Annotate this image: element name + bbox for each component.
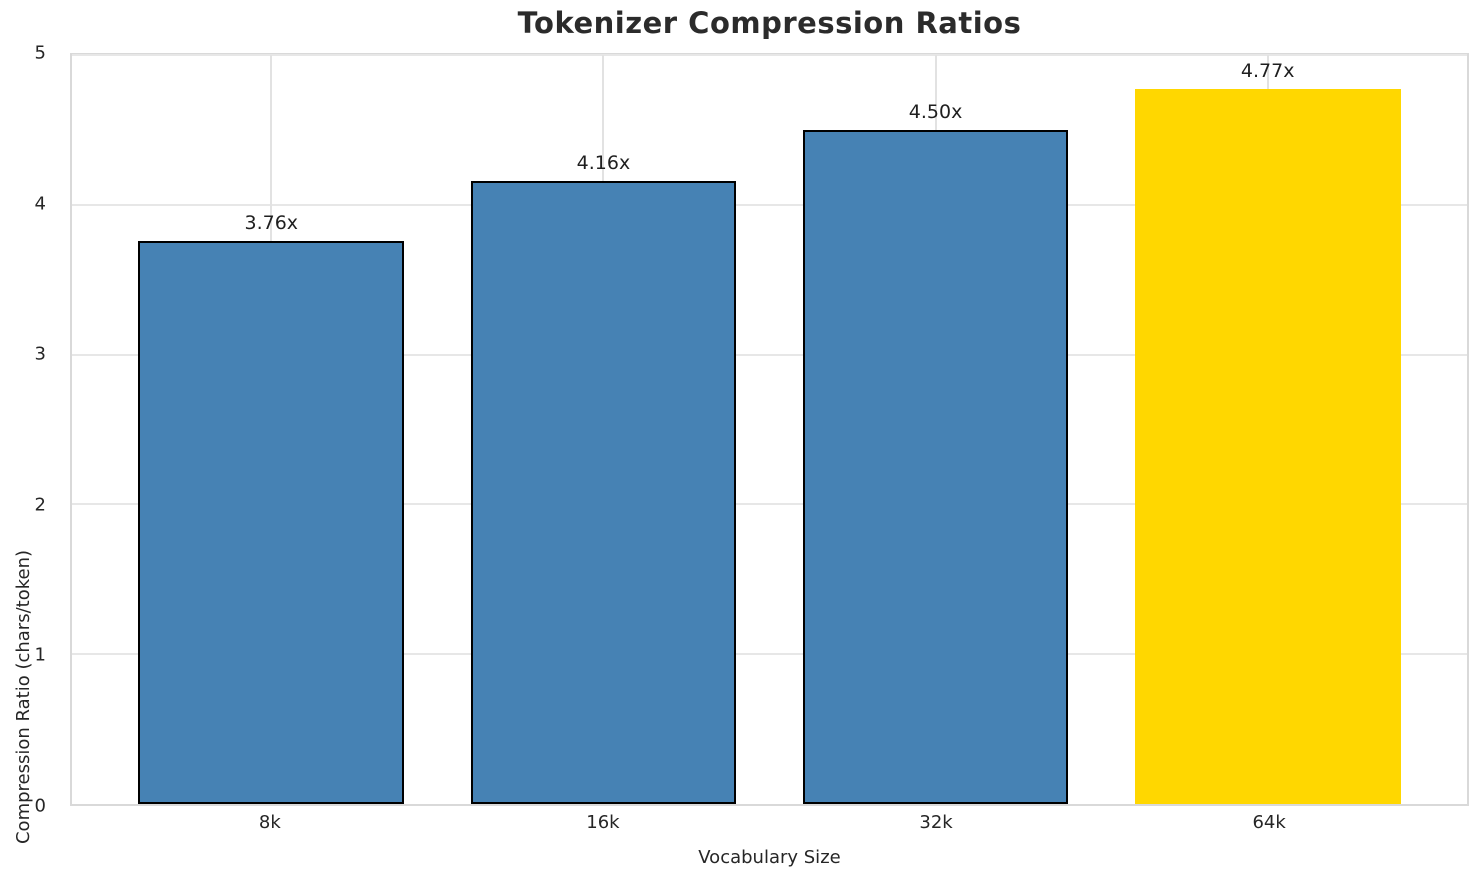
y-tick-label: 5 — [34, 42, 46, 64]
bar-64k — [1134, 89, 1401, 804]
bar-32k — [802, 129, 1069, 804]
y-tick-label: 4 — [34, 193, 46, 215]
gridline-horizontal — [72, 653, 1467, 656]
y-axis-label: Compression Ratio (chars/token) — [13, 550, 34, 845]
x-tick-label-16k: 16k — [586, 812, 620, 833]
x-axis-tick-labels: 8k 16k 32k 64k — [70, 812, 1469, 842]
bar-16k — [470, 180, 737, 804]
bar-value-label: 4.77x — [1240, 60, 1295, 83]
gridline-horizontal — [72, 203, 1467, 206]
y-tick-label: 3 — [34, 343, 46, 365]
y-tick-label: 0 — [34, 795, 46, 817]
gridline-horizontal — [72, 503, 1467, 506]
y-axis-tick-labels: 0 1 2 3 4 5 — [0, 43, 58, 817]
x-tick-label-64k: 64k — [1252, 812, 1286, 833]
gridline-horizontal — [72, 54, 1467, 56]
x-axis-label: Vocabulary Size — [698, 847, 841, 868]
bar-value-label: 4.16x — [576, 151, 631, 174]
x-tick-label-8k: 8k — [258, 812, 281, 833]
gridline-horizontal — [72, 353, 1467, 356]
bar-value-label: 3.76x — [244, 211, 299, 234]
plot-area: 3.76x 4.16x 4.50x 4.77x — [70, 53, 1469, 806]
chart-title: Tokenizer Compression Ratios — [517, 6, 1022, 40]
bar-value-label: 4.50x — [908, 100, 963, 123]
x-tick-label-32k: 32k — [919, 812, 953, 833]
bar-8k — [138, 240, 405, 804]
y-tick-label: 2 — [34, 494, 46, 516]
y-tick-label: 1 — [34, 644, 46, 666]
